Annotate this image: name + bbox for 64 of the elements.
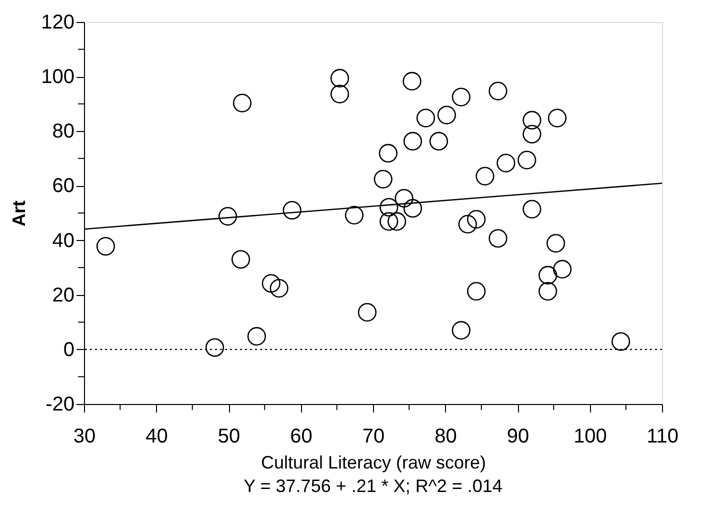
point <box>231 250 250 269</box>
point <box>402 72 422 91</box>
point <box>476 166 494 186</box>
point <box>378 144 398 163</box>
point <box>403 132 422 151</box>
point <box>282 200 302 220</box>
y-tick-label: 80 <box>52 120 74 143</box>
y-tick-label: -20 <box>46 394 74 416</box>
point <box>538 266 558 285</box>
point <box>467 210 486 229</box>
point <box>262 274 280 293</box>
x-axis-title: Cultural Literacy (raw score) <box>260 452 486 472</box>
point <box>496 154 516 172</box>
y-tick-label: 120 <box>41 12 74 34</box>
point <box>612 332 630 351</box>
x-tick-label: 40 <box>146 426 168 448</box>
point <box>437 106 456 124</box>
point <box>403 199 422 218</box>
point <box>380 212 398 231</box>
point <box>548 108 567 128</box>
point <box>458 214 477 234</box>
x-tick-label: 70 <box>362 426 385 448</box>
point <box>232 94 252 112</box>
point <box>205 338 224 357</box>
point <box>429 132 448 151</box>
point <box>416 108 436 128</box>
point <box>522 200 542 218</box>
point <box>522 124 542 144</box>
y-axis-title: Art <box>9 200 30 226</box>
point <box>344 206 364 224</box>
text: Y = 37.756 + .21 * X; R^2 = .014 <box>244 476 502 496</box>
point <box>552 260 572 278</box>
point <box>270 279 288 298</box>
point <box>380 198 398 217</box>
point <box>388 212 406 231</box>
point <box>488 82 508 100</box>
point <box>546 234 566 253</box>
point <box>374 170 392 188</box>
point <box>358 303 377 322</box>
point <box>522 110 542 130</box>
point <box>330 84 350 104</box>
point <box>247 327 266 346</box>
y-tick-label: 40 <box>52 230 74 252</box>
x-tick-label: 30 <box>73 426 96 448</box>
point <box>488 229 508 248</box>
point <box>218 206 238 226</box>
y-tick-label: 0 <box>63 338 74 361</box>
point <box>96 236 115 256</box>
y-tick-label: 100 <box>41 66 74 88</box>
x-tick-label: 110 <box>646 426 678 448</box>
point <box>467 282 486 301</box>
point <box>394 188 414 208</box>
point <box>518 150 536 170</box>
y-tick-label: 60 <box>52 175 74 198</box>
y-tick-label: 20 <box>52 284 74 306</box>
point <box>330 68 350 88</box>
x-tick-label: 90 <box>506 426 530 448</box>
x-tick-label: 100 <box>574 426 607 448</box>
point <box>452 88 470 106</box>
x-tick-label: 60 <box>290 426 312 448</box>
x-tick-label: 80 <box>434 426 457 448</box>
point <box>538 282 558 301</box>
x-tick-label: 50 <box>218 426 240 448</box>
point <box>452 321 470 340</box>
